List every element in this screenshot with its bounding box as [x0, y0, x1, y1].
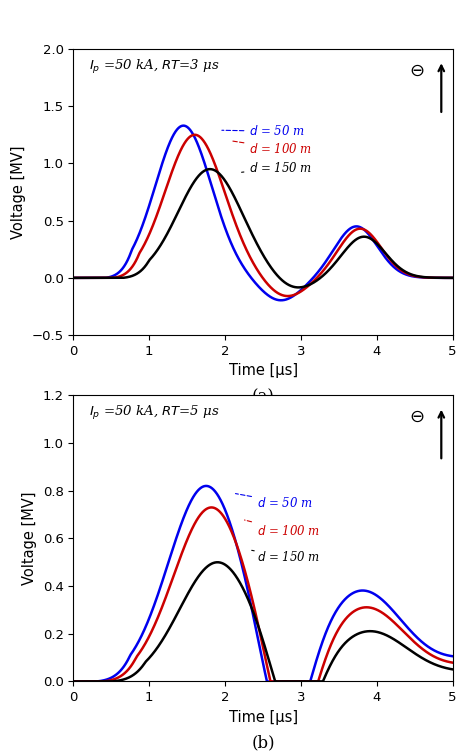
- Text: $d$ = 100 m: $d$ = 100 m: [245, 520, 320, 538]
- Text: $\ominus$: $\ominus$: [409, 62, 424, 80]
- X-axis label: Time [μs]: Time [μs]: [228, 710, 298, 724]
- Text: $d$ = 150 m: $d$ = 150 m: [242, 161, 313, 175]
- Text: (b): (b): [251, 734, 275, 751]
- Y-axis label: Voltage [MV]: Voltage [MV]: [22, 492, 37, 585]
- Text: $\ominus$: $\ominus$: [409, 408, 424, 426]
- Text: $d$ = 100 m: $d$ = 100 m: [232, 141, 313, 156]
- Text: $I_p$ =50 kA, $RT$=5 μs: $I_p$ =50 kA, $RT$=5 μs: [89, 404, 219, 422]
- X-axis label: Time [μs]: Time [μs]: [228, 364, 298, 378]
- Text: $d$ = 150 m: $d$ = 150 m: [252, 550, 320, 565]
- Y-axis label: Voltage [MV]: Voltage [MV]: [11, 145, 26, 239]
- Text: $d$ = 50 m: $d$ = 50 m: [236, 493, 313, 510]
- Text: (a): (a): [252, 388, 274, 405]
- Text: $I_p$ =50 kA, $RT$=3 μs: $I_p$ =50 kA, $RT$=3 μs: [89, 57, 219, 75]
- Text: $d$ = 50 m: $d$ = 50 m: [222, 124, 305, 139]
